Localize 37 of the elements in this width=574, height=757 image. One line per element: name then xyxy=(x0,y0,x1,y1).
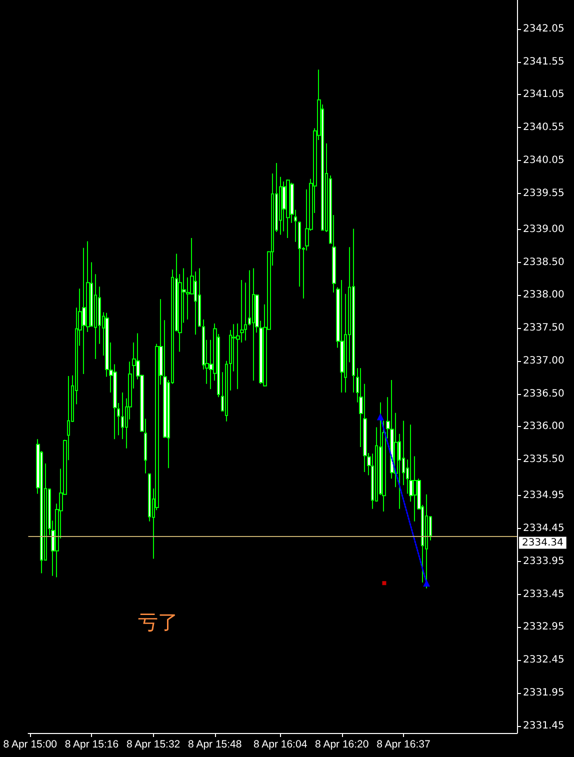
x-tick-label: 8 Apr 16:20 xyxy=(315,738,369,750)
y-tick-label: 2334.45 xyxy=(523,523,564,534)
annotation: 亏了 xyxy=(138,610,178,634)
y-tick-label: 2338.50 xyxy=(523,256,564,268)
x-tick-label: 8 Apr 15:48 xyxy=(188,738,242,750)
y-tick-label: 2340.05 xyxy=(523,154,564,166)
x-tick-label: 8 Apr 16:37 xyxy=(376,738,430,750)
x-tick-label: 8 Apr 15:32 xyxy=(126,738,180,750)
y-tick-label: 2332.95 xyxy=(523,622,564,633)
y-tick-label: 2339.00 xyxy=(523,224,564,235)
y-tick-label: 2340.55 xyxy=(523,122,564,134)
y-tick-label: 2334.95 xyxy=(523,490,564,502)
y-tick-label: 2335.50 xyxy=(523,454,564,466)
y-tick-label: 2336.50 xyxy=(523,388,564,400)
y-tick-label: 2339.55 xyxy=(523,188,564,199)
ref-line-label: 2334.34 xyxy=(522,537,564,548)
candlestick xyxy=(252,268,255,382)
y-tick-label: 2331.95 xyxy=(523,687,564,698)
candlestick xyxy=(340,280,344,393)
y-tick-label: 2341.05 xyxy=(523,89,564,100)
y-tick-label: 2341.55 xyxy=(523,56,564,68)
x-tick-label: 8 Apr 15:16 xyxy=(64,738,119,750)
candlestick xyxy=(352,228,355,393)
y-tick-label: 2332.45 xyxy=(523,654,564,666)
y-tick-label: 2331.45 xyxy=(523,720,564,732)
y-tick-label: 2342.05 xyxy=(523,23,564,34)
y-tick-label: 2337.50 xyxy=(523,322,564,334)
y-tick-label: 2337.00 xyxy=(523,355,564,366)
x-tick-label: 8 Apr 15:00 xyxy=(3,738,58,750)
candlestick xyxy=(425,494,428,589)
candlestick xyxy=(244,282,247,342)
y-tick-label: 2338.00 xyxy=(523,290,564,301)
y-tick-label: 2333.95 xyxy=(523,556,564,567)
candlestick xyxy=(286,178,290,238)
y-tick-label: 2336.00 xyxy=(523,421,564,432)
y-tick-label: 2333.45 xyxy=(523,588,564,600)
x-tick-label: 8 Apr 16:04 xyxy=(253,738,308,750)
